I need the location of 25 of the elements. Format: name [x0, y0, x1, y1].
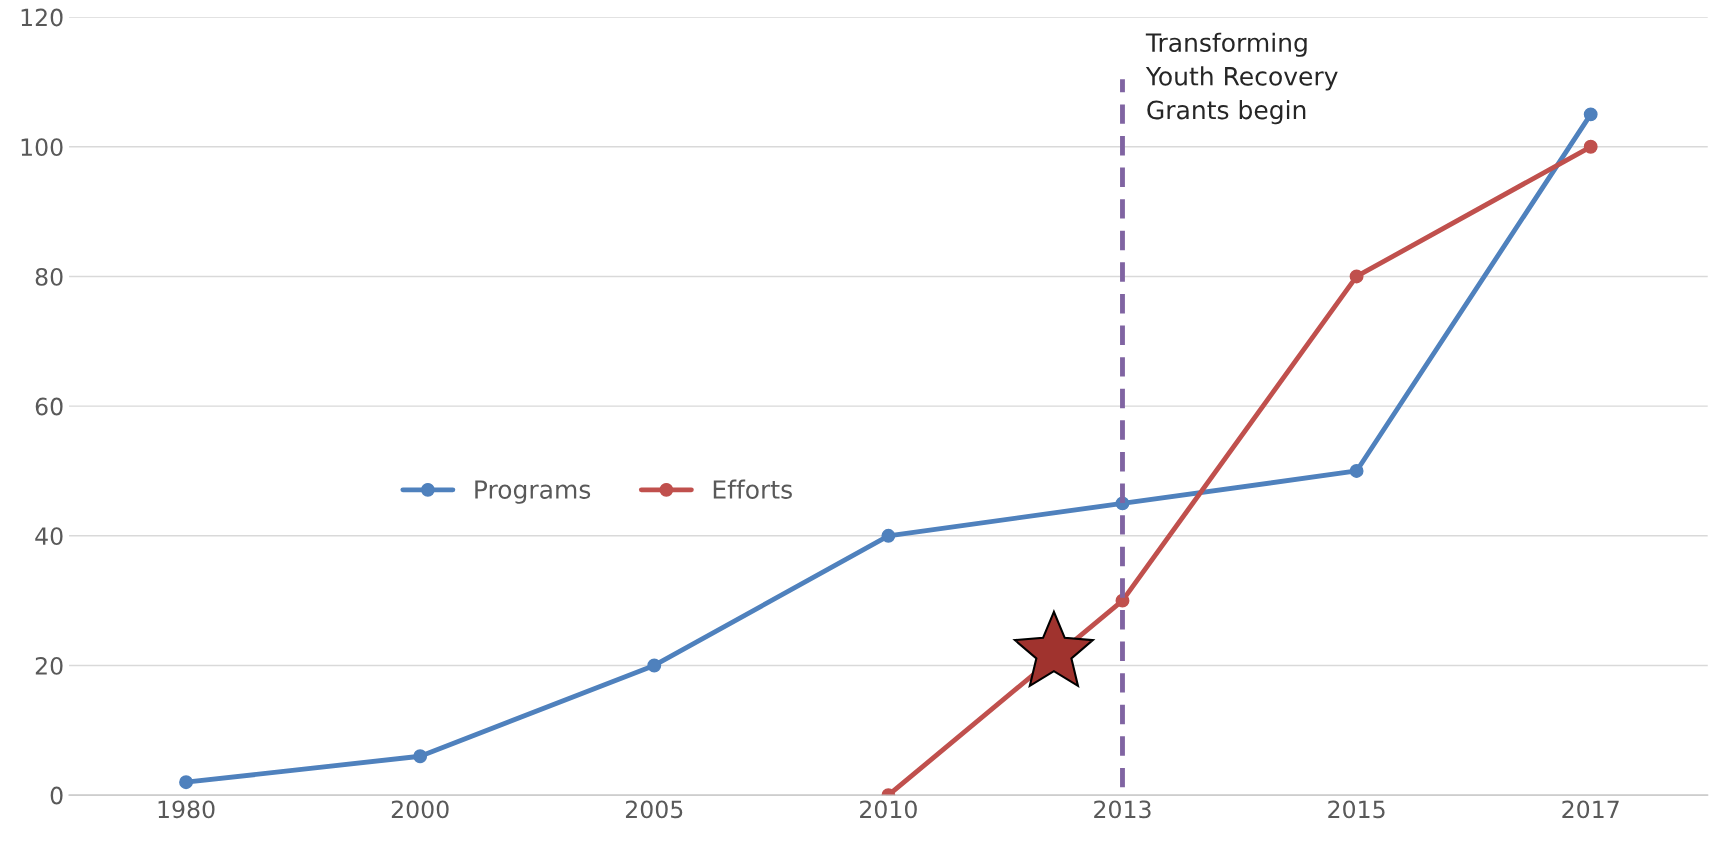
x-tick-label: 2005	[625, 800, 683, 819]
y-tick-label: 60	[35, 397, 63, 416]
point	[1349, 269, 1364, 284]
point	[1583, 139, 1598, 154]
legend-label: Efforts	[713, 479, 792, 499]
x-tick-label: 2015	[1328, 800, 1385, 819]
point	[881, 528, 896, 543]
x-tick-label: 2010	[860, 800, 917, 819]
x-tick-label: 2000	[391, 800, 449, 819]
y-tick-label: 120	[21, 8, 63, 27]
point	[1583, 107, 1598, 122]
x-tick-label: 2017	[1562, 800, 1619, 819]
ref-line-label: Transforming Youth Recovery Grants begin	[1145, 32, 1338, 125]
y-tick-label: 80	[35, 267, 63, 286]
point	[647, 658, 662, 673]
x-tick-label: 1980	[158, 800, 215, 819]
y-tick-label: 40	[35, 527, 63, 546]
point	[179, 775, 193, 790]
y-tick-label: 20	[35, 656, 63, 675]
point	[1349, 464, 1364, 478]
x-tick-label: 2013	[1094, 800, 1151, 819]
y-tick-label: 0	[50, 786, 63, 805]
point	[413, 749, 428, 764]
y-tick-label: 100	[21, 138, 63, 157]
legend-label: Programs	[475, 480, 591, 504]
